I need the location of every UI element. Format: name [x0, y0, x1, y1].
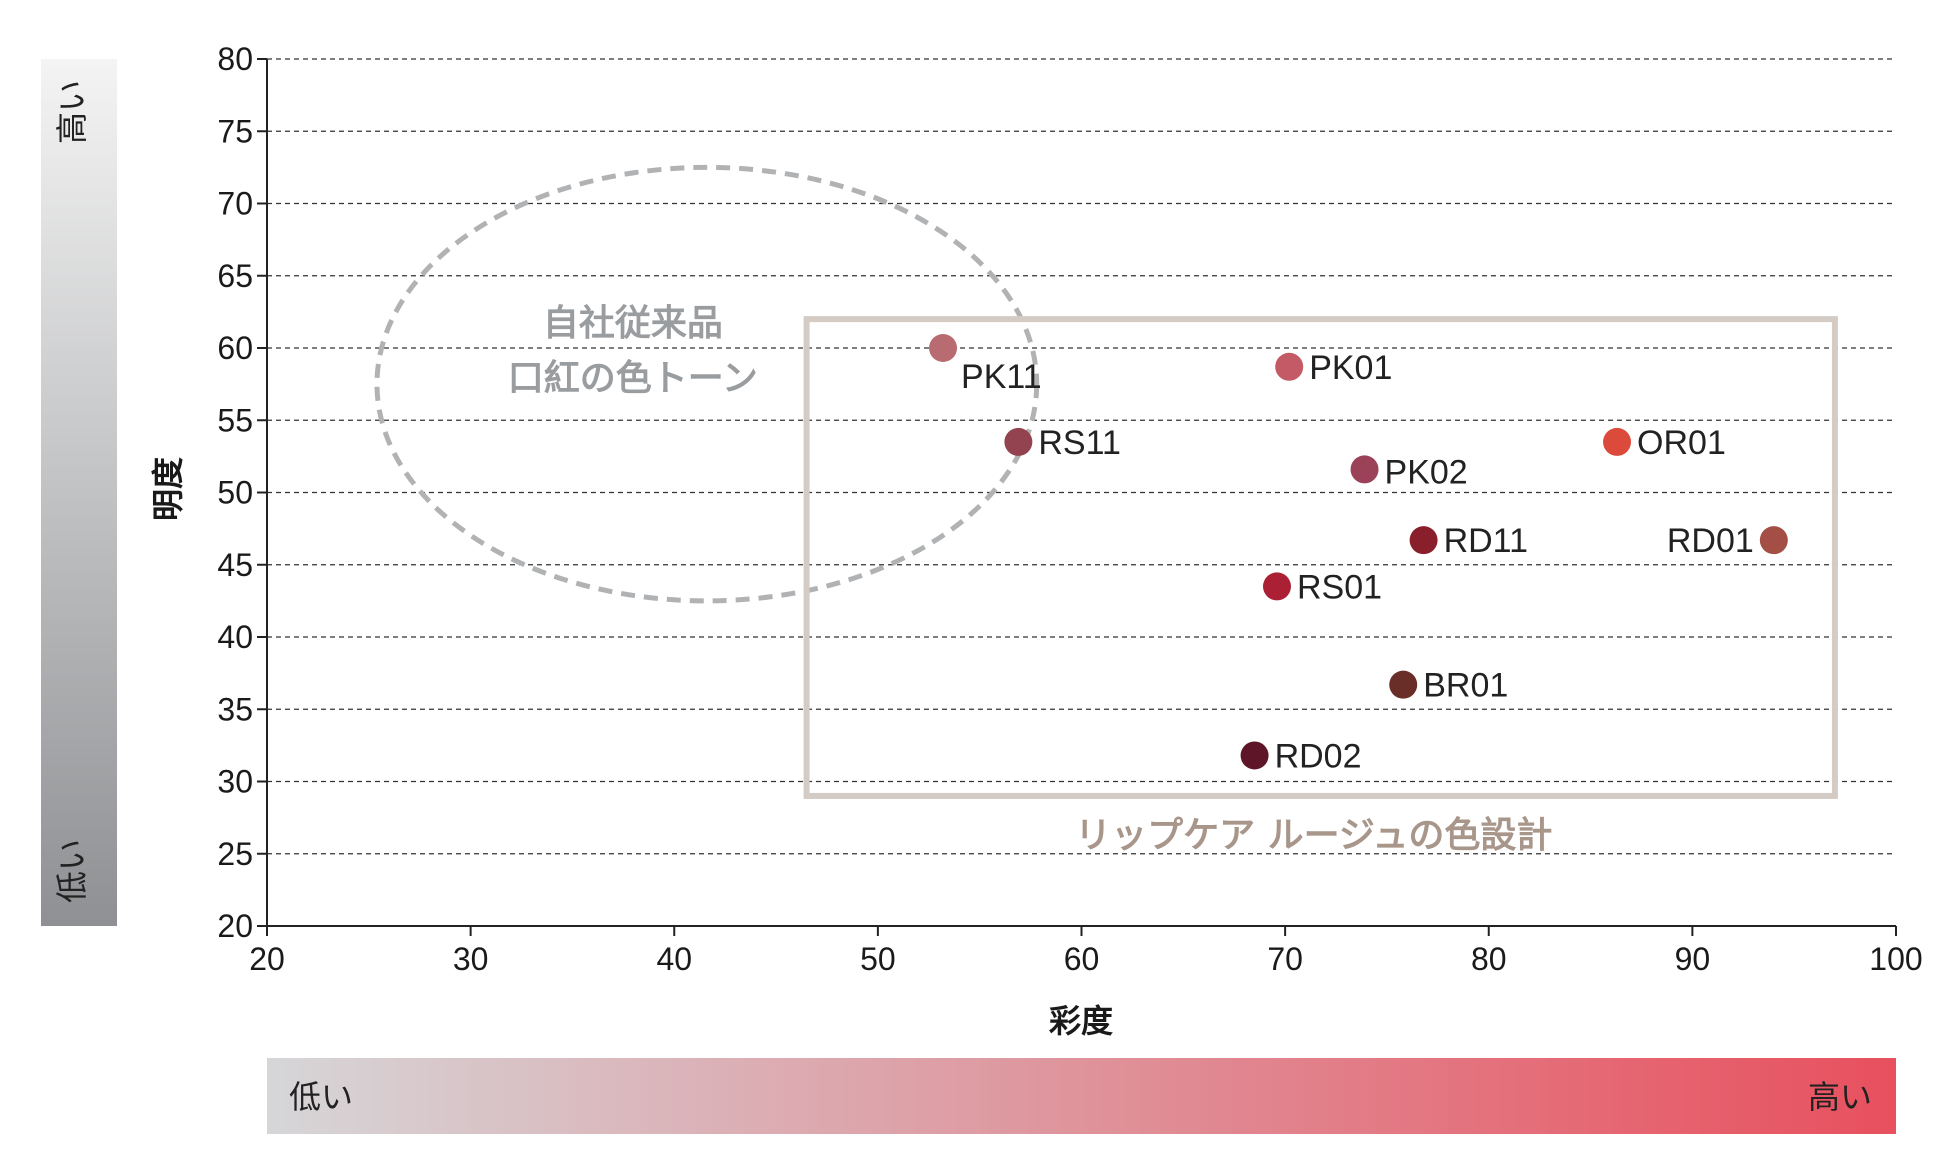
y-tick-label: 25 [217, 836, 253, 872]
x-tick-label: 30 [453, 941, 489, 977]
y-tick-label: 80 [217, 41, 253, 77]
y-tick-label: 30 [217, 764, 253, 800]
point-pk11 [929, 334, 958, 362]
point-label: PK11 [961, 358, 1042, 396]
brightness-low-label: 低い [53, 839, 91, 903]
point-label: RD02 [1275, 737, 1362, 775]
y-tick-label: 45 [217, 547, 253, 583]
point-or01 [1603, 427, 1632, 456]
x-tick-label: 20 [249, 941, 285, 977]
data-points: PK11 PK01 RS11 OR01 PK02 RD11 RD01 RS01 BR01 RD02 [929, 334, 1788, 775]
x-tick-label: 90 [1675, 941, 1711, 977]
point-label: PK01 [1309, 349, 1392, 387]
point-rd01 [1759, 526, 1788, 555]
y-tick-label: 55 [217, 402, 253, 438]
y-tick-label: 70 [217, 186, 253, 222]
x-tick-label: 70 [1267, 941, 1303, 977]
brightness-gradient-bar [41, 59, 117, 926]
x-tick-label: 50 [860, 941, 896, 977]
x-tick-label: 100 [1869, 941, 1922, 977]
y-axis-title: 明度 [149, 457, 187, 521]
lipcare-design-label: リップケア ルージュの色設計 [1075, 815, 1552, 856]
y-tick-label: 40 [217, 619, 253, 655]
y-tick-label: 50 [217, 475, 253, 511]
lipcare-design-rect [803, 316, 1838, 799]
saturation-high-label: 高い [1808, 1078, 1872, 1116]
point-label: OR01 [1637, 424, 1726, 462]
saturation-low-label: 低い [289, 1078, 353, 1116]
point-rd11 [1409, 526, 1438, 555]
point-label: RS11 [1038, 424, 1121, 462]
point-rs01 [1262, 572, 1291, 601]
saturation-gradient-bar [267, 1058, 1896, 1134]
legacy-tone-ellipse [374, 164, 1040, 604]
point-pk02 [1350, 455, 1379, 484]
y-tick-label: 65 [217, 258, 253, 294]
point-label: RD11 [1444, 522, 1528, 560]
point-label: PK02 [1385, 453, 1468, 491]
y-tick-label: 20 [217, 908, 253, 944]
brightness-high-label: 高い [53, 80, 91, 144]
point-label: RS01 [1297, 568, 1382, 606]
point-rs11 [1004, 427, 1033, 456]
legacy-tone-label: 自社従来品 [543, 303, 723, 344]
x-tick-label: 80 [1471, 941, 1507, 977]
x-tick-label: 60 [1064, 941, 1100, 977]
gridlines [267, 58, 1896, 855]
point-label: BR01 [1423, 667, 1508, 705]
legacy-tone-label: 口紅の色トーン [508, 358, 758, 399]
point-rd02 [1240, 741, 1269, 770]
point-pk01 [1275, 352, 1304, 381]
y-tick-label: 35 [217, 691, 253, 727]
y-tick-label: 75 [217, 113, 253, 149]
y-tick-labels: 20 25 30 35 40 45 50 55 60 65 70 75 80 [217, 41, 267, 944]
point-br01 [1389, 670, 1418, 699]
point-label: RD01 [1667, 522, 1754, 560]
x-axis-title: 彩度 [1049, 1002, 1113, 1040]
x-tick-labels: 20 30 40 50 60 70 80 90 100 [249, 926, 1923, 977]
y-tick-label: 60 [217, 330, 253, 366]
x-tick-label: 40 [656, 941, 692, 977]
